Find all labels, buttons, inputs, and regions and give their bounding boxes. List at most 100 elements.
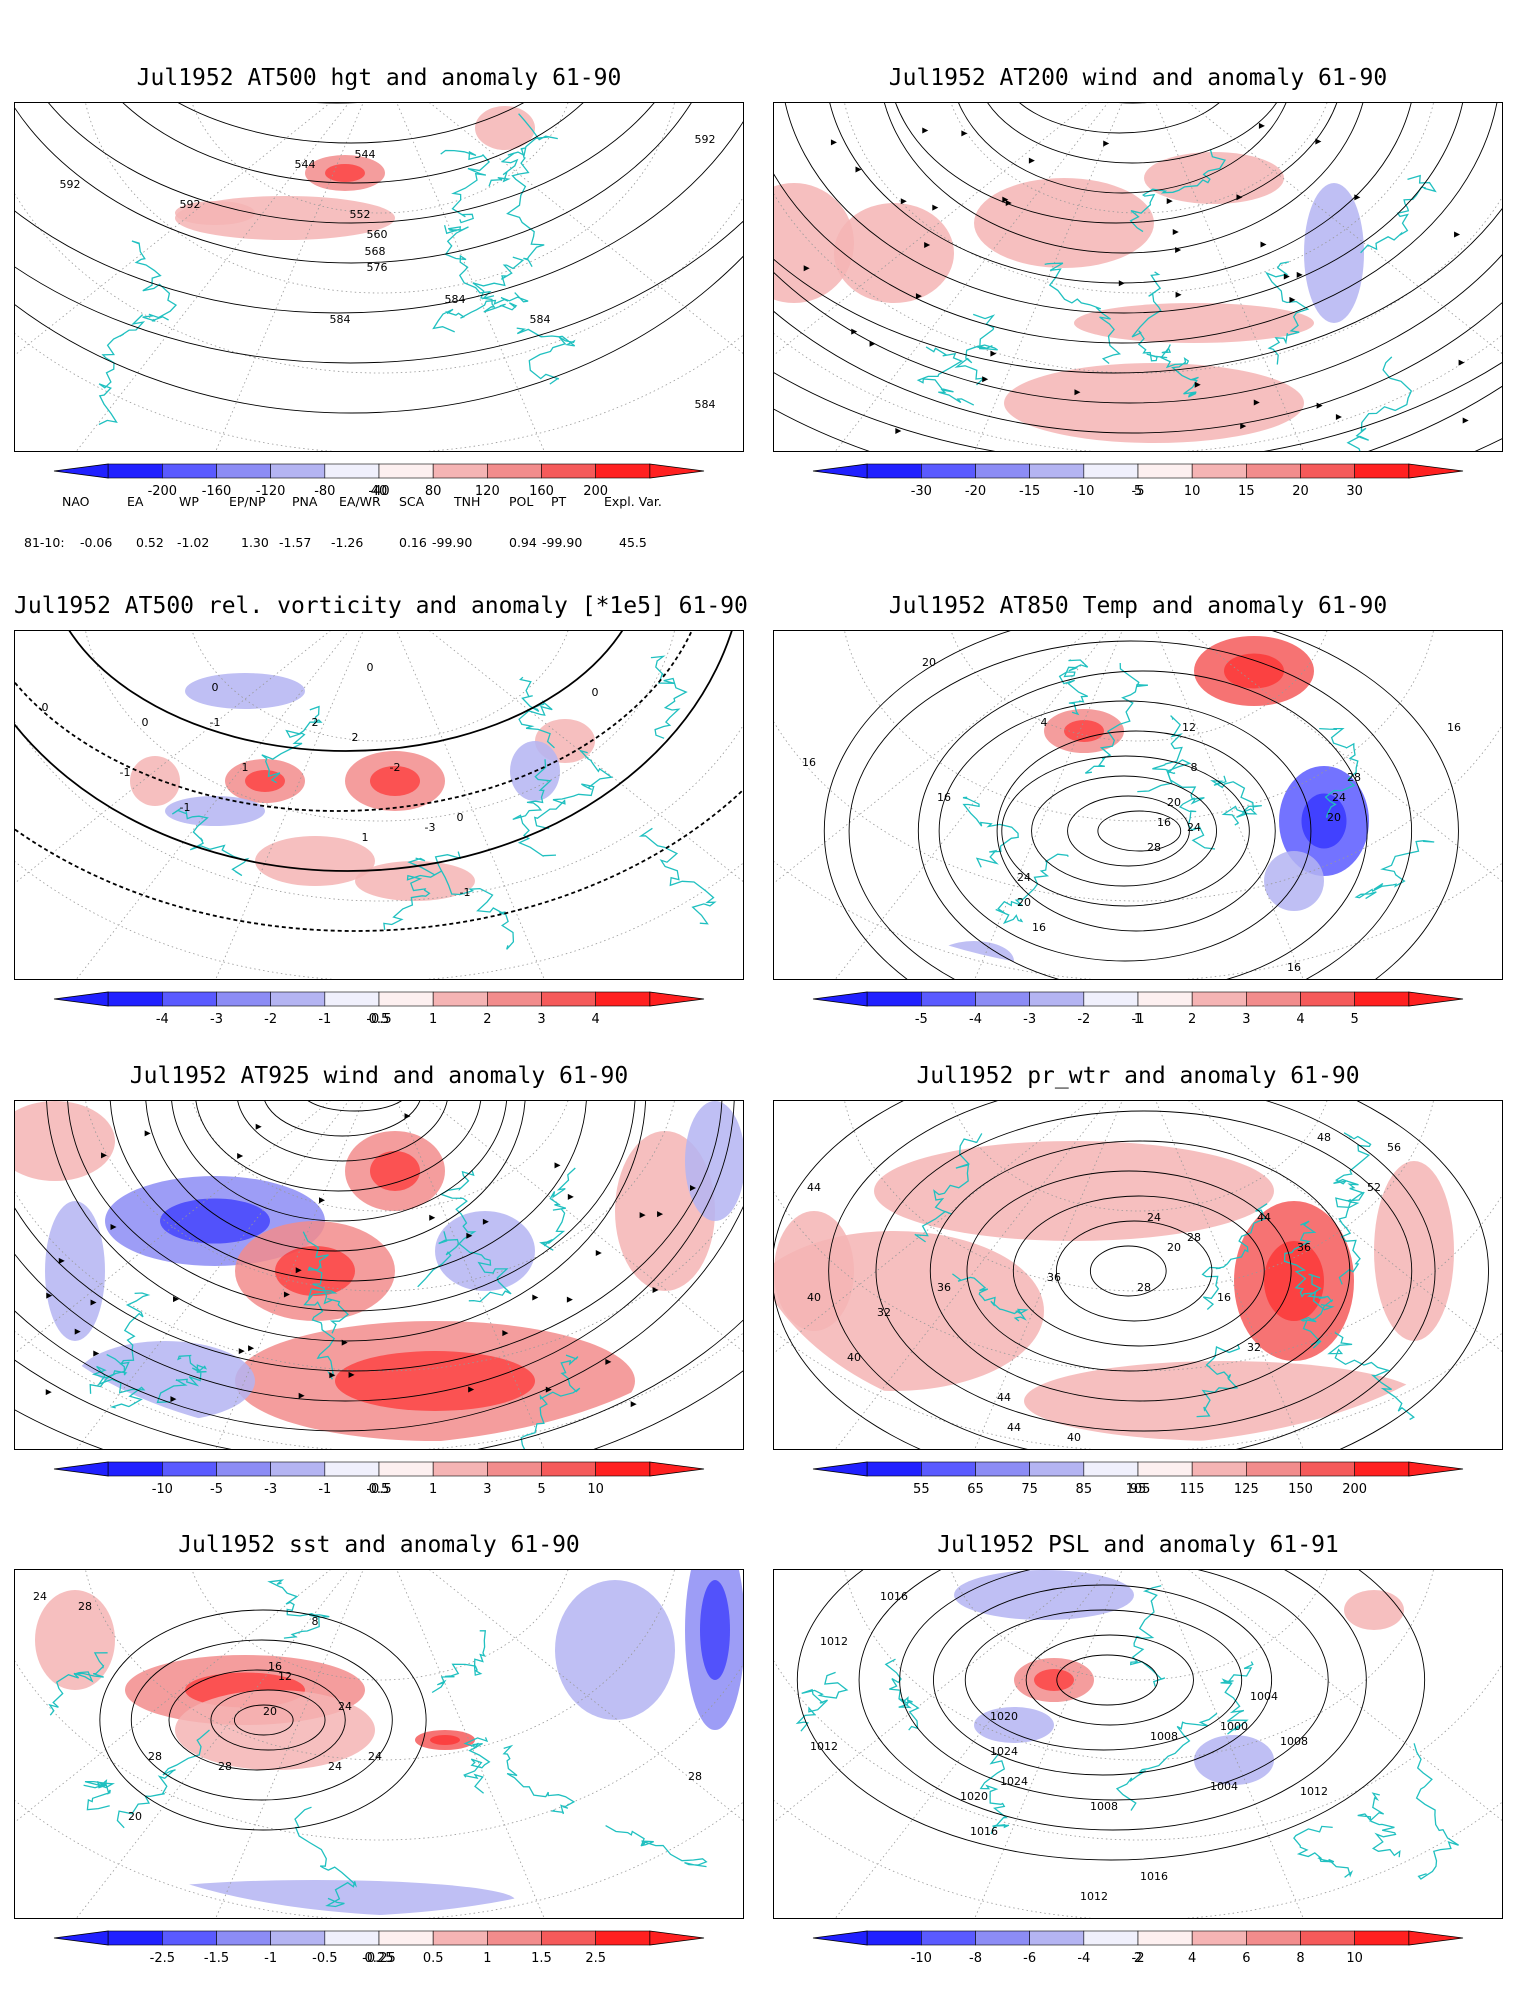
colorbar-label: 65 xyxy=(967,1482,984,1497)
colorbar-segment xyxy=(107,463,163,479)
contour-label: 24 xyxy=(1017,871,1031,884)
anomaly-blob xyxy=(1304,183,1364,323)
colorbar-label: -8 xyxy=(969,1951,982,1966)
contour-label: 44 xyxy=(1257,1211,1271,1224)
colorbar-label: -10 xyxy=(151,1482,173,1497)
colorbar-arrow-right xyxy=(1408,463,1464,479)
contour-lines xyxy=(823,631,1459,979)
colorbar-label: -0.5 xyxy=(366,1012,392,1027)
colorbar-segment xyxy=(1137,463,1193,479)
teleconnection-table: NAO EA WP EP/NP PNA EA/WR SCA TNH POL PT… xyxy=(24,492,664,550)
colorbar-label: -3 xyxy=(210,1012,223,1027)
colorbar-label: -200 xyxy=(147,484,178,499)
contour-label: 44 xyxy=(1007,1421,1021,1434)
colorbar-segment xyxy=(107,1930,163,1946)
colorbar-label: 20 xyxy=(1292,484,1309,499)
tc-value: -99.90 xyxy=(432,535,473,550)
colorbar-label: -1 xyxy=(318,1482,332,1497)
colorbar-label: 0.5 xyxy=(422,1951,444,1966)
coastlines xyxy=(171,655,717,950)
contour-label: 24 xyxy=(1147,1211,1161,1224)
anomaly-core xyxy=(160,1198,270,1244)
colorbar-segment xyxy=(487,1461,542,1477)
coastlines xyxy=(916,149,1437,451)
colorbar-label: 1 xyxy=(429,1012,438,1027)
contour-lines xyxy=(796,1570,1426,1861)
tc-header: PNA xyxy=(292,494,318,509)
contour-label: 20 xyxy=(263,1705,277,1718)
colorbar-segment xyxy=(487,463,542,479)
anomaly-blob xyxy=(1264,851,1324,911)
tc-value: -0.06 xyxy=(80,535,113,550)
anomaly-blob xyxy=(874,1141,1274,1241)
contour-label: 24 xyxy=(328,1760,342,1773)
contour-label: -1 xyxy=(460,886,471,899)
anomaly-blob xyxy=(45,1201,105,1341)
colorbar-segment xyxy=(107,1461,163,1477)
map-hgt500: 544 544 552 560 568 576 584 584 584 584 592 592 592 xyxy=(14,102,744,452)
contour-label: 48 xyxy=(1317,1131,1331,1144)
anomaly-core xyxy=(1264,1241,1324,1321)
contour-label: 1004 xyxy=(1250,1690,1278,1703)
tc-header: NAO xyxy=(62,494,90,509)
colorbar: -5 -4 -3 -2 -1 1 2 3 4 5 xyxy=(812,991,1464,1032)
contour-label: 20 xyxy=(1327,811,1341,824)
contour-label: 20 xyxy=(922,656,936,669)
colorbar-arrow-right xyxy=(1408,1930,1464,1946)
contour-label: 1008 xyxy=(1280,1735,1308,1748)
colorbar-arrow-left xyxy=(53,463,109,479)
panel-title: Jul1952 AT200 wind and anomaly 61-90 xyxy=(888,65,1388,91)
contour-label: 28 xyxy=(218,1760,232,1773)
anomaly-blob xyxy=(165,796,265,826)
colorbar-label: 80 xyxy=(424,484,442,499)
lat-lon-grid xyxy=(774,103,1502,451)
colorbar-segment xyxy=(216,1930,271,1946)
contour-label: -3 xyxy=(425,821,436,834)
contour-label: 40 xyxy=(1067,1431,1081,1444)
anomaly-blob xyxy=(834,203,954,303)
colorbar-arrow-right xyxy=(1408,1461,1464,1477)
map-svg xyxy=(774,103,1502,451)
contour-label: 8 xyxy=(1191,761,1198,774)
contour-label: 1008 xyxy=(1150,1730,1178,1743)
contour-label: 1020 xyxy=(960,1790,988,1803)
colorbar-label: 6 xyxy=(1242,1951,1251,1966)
contour-label: 1020 xyxy=(990,1710,1018,1723)
contour-lines xyxy=(774,103,1502,451)
colorbar: -2.5 -1.5 -1 -0.5 -0.25 0.25 0.5 1 1.5 2.5 xyxy=(53,1930,705,1971)
colorbar-label: 5 xyxy=(1133,484,1143,499)
colorbar-segment xyxy=(1083,991,1139,1007)
contour-label: -1 xyxy=(180,801,191,814)
colorbar-svg xyxy=(812,1461,1464,1477)
colorbar-label: 5 xyxy=(1350,1012,1359,1027)
colorbar-segment xyxy=(216,991,271,1007)
contour-label: 20 xyxy=(128,1810,142,1823)
contour-label: 24 xyxy=(1332,791,1346,804)
colorbar-svg xyxy=(812,991,1464,1007)
tc-value: -99.90 xyxy=(542,535,583,550)
map-svg: 0 0 0 0 0 0 -1 -1 -1 -1 1 1 2 2 -2 -3 xyxy=(15,631,743,979)
colorbar-label: 2.5 xyxy=(585,1951,606,1966)
contour-label: 28 xyxy=(1137,1281,1151,1294)
coastlines xyxy=(962,659,1435,925)
colorbar-svg xyxy=(53,1930,705,1946)
colorbar-label: 1 xyxy=(483,1951,492,1966)
colorbar-svg xyxy=(53,463,705,479)
contour-label: 20 xyxy=(1167,1241,1181,1254)
contour-lines xyxy=(15,631,743,932)
colorbar-segment xyxy=(324,463,380,479)
colorbar-segment xyxy=(487,991,542,1007)
colorbar-label: 10 xyxy=(587,1482,604,1497)
contour-label: 584 xyxy=(530,313,551,326)
colorbar-segment xyxy=(1246,1930,1301,1946)
colorbar-segment xyxy=(1191,463,1247,479)
contour-label: 1016 xyxy=(880,1590,908,1603)
tc-value: -1.26 xyxy=(331,535,364,550)
contour-label: 12 xyxy=(1182,721,1196,734)
colorbar-arrow-right xyxy=(649,1461,705,1477)
colorbar-label: 40 xyxy=(370,484,388,499)
colorbar-label: 200 xyxy=(1342,1482,1368,1497)
colorbar-label: -120 xyxy=(255,484,286,499)
lat-lon-grid xyxy=(15,1101,743,1449)
colorbar-label: 85 xyxy=(1075,1482,1093,1497)
